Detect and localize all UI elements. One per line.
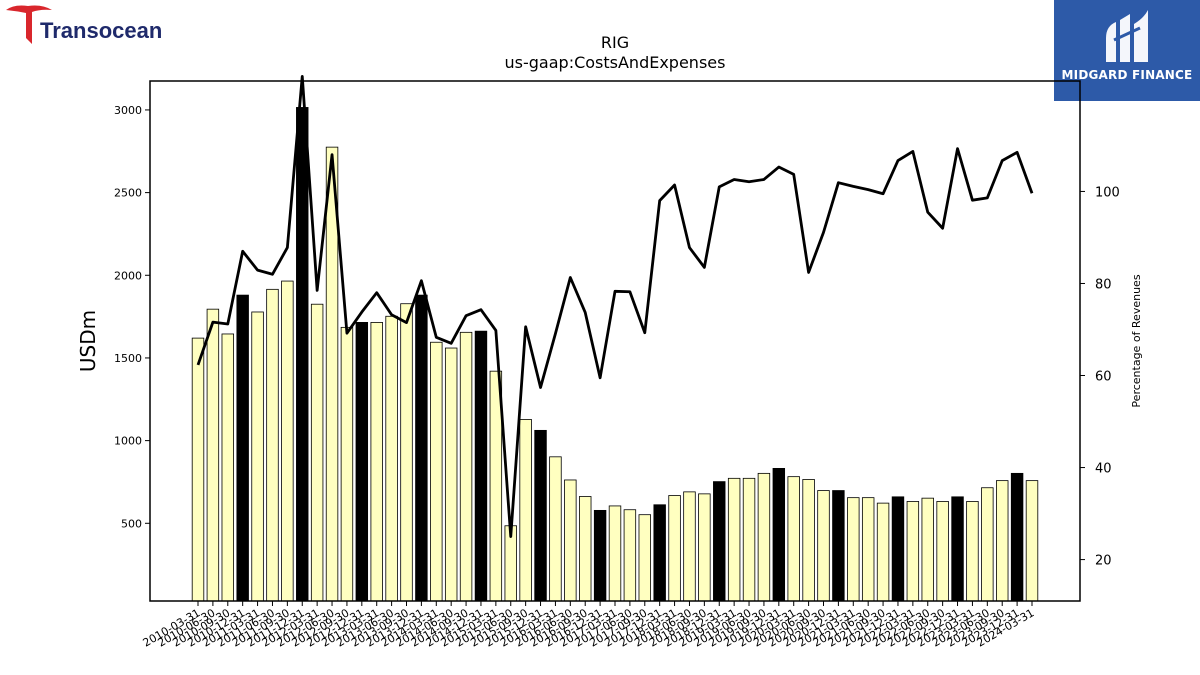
bar [787,476,800,602]
bar [832,490,845,602]
percentage-line [196,75,1034,538]
midgard-finance-logo: MIDGARD FINANCE [1054,0,1200,101]
midgard-emblem-icon [1106,10,1148,62]
bar [951,496,964,602]
transocean-t-icon [6,5,52,44]
bar [400,303,413,602]
y-tick-label: 2500 [114,187,142,200]
bar [757,472,771,602]
bar [206,308,220,602]
y-tick-label: 1500 [114,352,142,365]
y2-tick-label: 80 [1095,277,1112,292]
bar [996,480,1009,602]
bar-series [191,107,1039,602]
bar [519,419,532,602]
bar [1025,480,1039,602]
bar [281,280,294,602]
bar [221,333,234,602]
bar [340,326,354,602]
bar [385,315,398,602]
y-tick-label: 1000 [114,435,142,448]
y-axis-label: USDm [76,310,100,372]
y-tick-label: 3000 [114,104,142,117]
bar [266,288,279,602]
y2-axis-label: Percentage of Revenues [1130,274,1143,407]
bar [638,514,651,602]
bar [683,491,696,602]
midgard-wordmark: MIDGARD FINANCE [1061,68,1193,82]
y2-tick-label: 100 [1095,185,1120,200]
bar [802,479,815,602]
bar [966,501,979,602]
y-axis-left: 500 1000 1500 2000 2500 3000 [114,104,150,530]
bar [742,477,756,602]
bar [772,467,786,602]
bar [355,321,369,602]
bar [251,311,264,602]
bar [608,505,622,602]
y2-tick-label: 20 [1095,554,1112,569]
bar [459,331,473,602]
bar [191,337,205,602]
bar [906,501,920,602]
transocean-wordmark: Transocean [40,18,162,43]
y2-tick-label: 40 [1095,462,1112,477]
bar [579,496,592,602]
bar [310,303,324,602]
bar [713,481,726,602]
bar [415,294,428,602]
bar [623,509,637,602]
chart-subtitle: us-gaap:CostsAndExpenses [505,53,726,72]
x-axis: 2010-03-312010-06-302010-09-302010-12-31… [141,601,1037,650]
bar [727,477,741,602]
bar [370,321,383,602]
bar [593,509,607,602]
bar [296,107,309,602]
y-tick-label: 500 [121,517,142,530]
transocean-logo: Transocean [6,5,162,44]
bar [698,493,711,602]
bar [1010,472,1024,602]
y2-tick-label: 60 [1095,370,1112,385]
bar [847,497,860,602]
line-series [196,75,1034,538]
bar [817,490,830,602]
bar [444,347,458,602]
bar [653,504,666,602]
bar [564,479,577,602]
bar [936,501,949,602]
bar [534,429,547,602]
bar [668,495,681,602]
bar [876,502,890,602]
bar [891,496,905,602]
bar [430,341,443,602]
bar [981,487,994,602]
bar [474,330,488,602]
bar [236,294,249,602]
bar [861,497,875,602]
y-tick-label: 2000 [114,269,142,282]
bar [549,456,562,602]
y-axis-right: 20 40 60 80 100 [1080,185,1120,569]
chart-title: RIG [601,33,629,52]
bar [921,497,934,602]
